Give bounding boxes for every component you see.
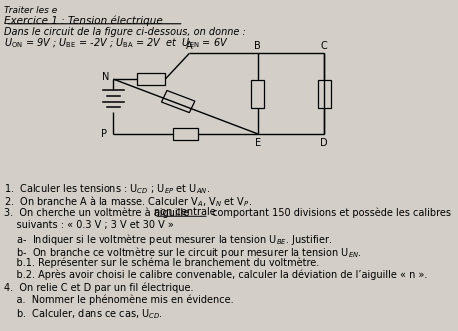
Text: D: D — [321, 138, 328, 148]
Text: suivants : « 0.3 V ; 3 V et 30 V »: suivants : « 0.3 V ; 3 V et 30 V » — [5, 219, 174, 230]
Text: U$_{\rm ON}$ = 9V ; U$_{\rm BE}$ = -2V ; U$_{\rm BA}$ = 2V  et  U$_{\rm EN}$ = 6: U$_{\rm ON}$ = 9V ; U$_{\rm BE}$ = -2V ;… — [5, 36, 229, 50]
Text: comportant 150 divisions et possède les calibres: comportant 150 divisions et possède les … — [209, 207, 451, 217]
Text: b.1. Représenter sur le schéma le branchement du voltmètre.: b.1. Représenter sur le schéma le branch… — [5, 257, 320, 268]
Text: B: B — [254, 40, 261, 51]
Text: 3.  On cherche un voltmètre à aiguille: 3. On cherche un voltmètre à aiguille — [5, 207, 193, 217]
Bar — [251, 80, 264, 108]
Text: Exercice 1 : Tension électrique: Exercice 1 : Tension électrique — [5, 16, 163, 26]
Text: 1.  Calculer les tensions : U$_{CD}$ ; U$_{EP}$ et U$_{AN}$.: 1. Calculer les tensions : U$_{CD}$ ; U$… — [5, 182, 211, 196]
Text: 4.  On relie C et D par un fil électrique.: 4. On relie C et D par un fil électrique… — [5, 282, 194, 293]
Text: 2.  On branche A à la masse. Calculer V$_A$, V$_N$ et V$_P$.: 2. On branche A à la masse. Calculer V$_… — [5, 195, 252, 209]
Text: A: A — [186, 40, 192, 51]
Text: C: C — [321, 40, 327, 51]
Text: b.  Calculer, dans ce cas, U$_{CD}$.: b. Calculer, dans ce cas, U$_{CD}$. — [5, 307, 164, 321]
Text: Dans le circuit de la figure ci-dessous, on donne :: Dans le circuit de la figure ci-dessous,… — [5, 27, 246, 37]
Text: b-  On branche ce voltmètre sur le circuit pour mesurer la tension U$_{EN}$.: b- On branche ce voltmètre sur le circui… — [5, 245, 362, 260]
Text: E: E — [255, 138, 261, 148]
Text: b.2. Après avoir choisi le calibre convenable, calculer la déviation de l’aiguil: b.2. Après avoir choisi le calibre conve… — [5, 270, 428, 280]
Text: a.  Nommer le phénomène mis en évidence.: a. Nommer le phénomène mis en évidence. — [5, 295, 234, 305]
Bar — [173, 127, 198, 140]
Text: Traiter les e: Traiter les e — [5, 6, 58, 15]
Text: P: P — [101, 129, 107, 139]
Bar — [137, 73, 165, 85]
Text: non centrale: non centrale — [154, 207, 216, 217]
Text: a-  Indiquer si le voltmètre peut mesurer la tension U$_{BE}$. Justifier.: a- Indiquer si le voltmètre peut mesurer… — [5, 232, 333, 247]
Bar — [318, 80, 331, 108]
Bar — [162, 90, 195, 113]
Text: N: N — [102, 71, 109, 81]
